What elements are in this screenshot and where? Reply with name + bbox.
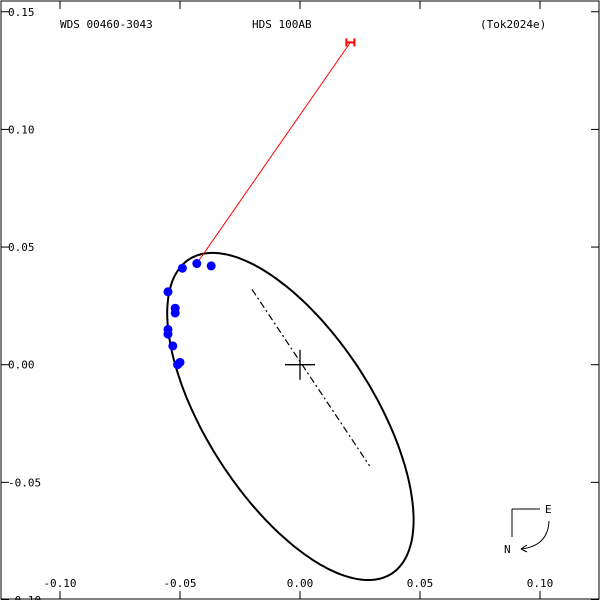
compass-east-label: E [545,503,552,516]
compass-east-arm [511,508,540,537]
y-tick-label-5: -0.10 [8,594,41,600]
compass-arrow-head [520,544,528,553]
orbit-ellipse [166,251,415,581]
observation-point-3 [163,287,173,297]
x-tick-label-1: -0.05 [163,577,196,590]
header-center: HDS 100AB [252,18,312,31]
observation-point-8 [168,341,178,351]
x-tick-label-3: 0.05 [407,577,434,590]
header-left: WDS 00460-3043 [60,18,153,31]
y-tick-label-2: 0.05 [8,241,35,254]
primary-star-marker [285,349,315,380]
hipparcos-marker [345,38,356,47]
line-of-nodes [251,289,371,467]
compass-north-label: N [504,543,511,556]
observation-point-10 [173,360,183,370]
observations-layer [163,259,216,370]
x-tick-label-0: -0.10 [43,577,76,590]
observation-point-7 [163,329,173,339]
observation-point-0 [206,261,216,271]
hipparcos-link [196,42,351,264]
y-tick-label-4: -0.05 [8,476,41,489]
compass-rose: E N [504,503,552,556]
header-right: (Tok2024e) [480,18,546,31]
compass-arrow-arc [520,520,550,550]
y-tick-label-0: 0.15 [8,6,35,19]
x-tick-label-4: 0.10 [527,577,554,590]
x-tick-label-2: 0.00 [287,577,314,590]
y-tick-label-3: 0.00 [8,359,35,372]
orbit-layer [166,38,415,581]
y-tick-label-1: 0.10 [8,123,35,136]
observation-point-2 [177,263,187,273]
observation-point-1 [192,259,202,269]
observation-point-5 [170,308,180,318]
